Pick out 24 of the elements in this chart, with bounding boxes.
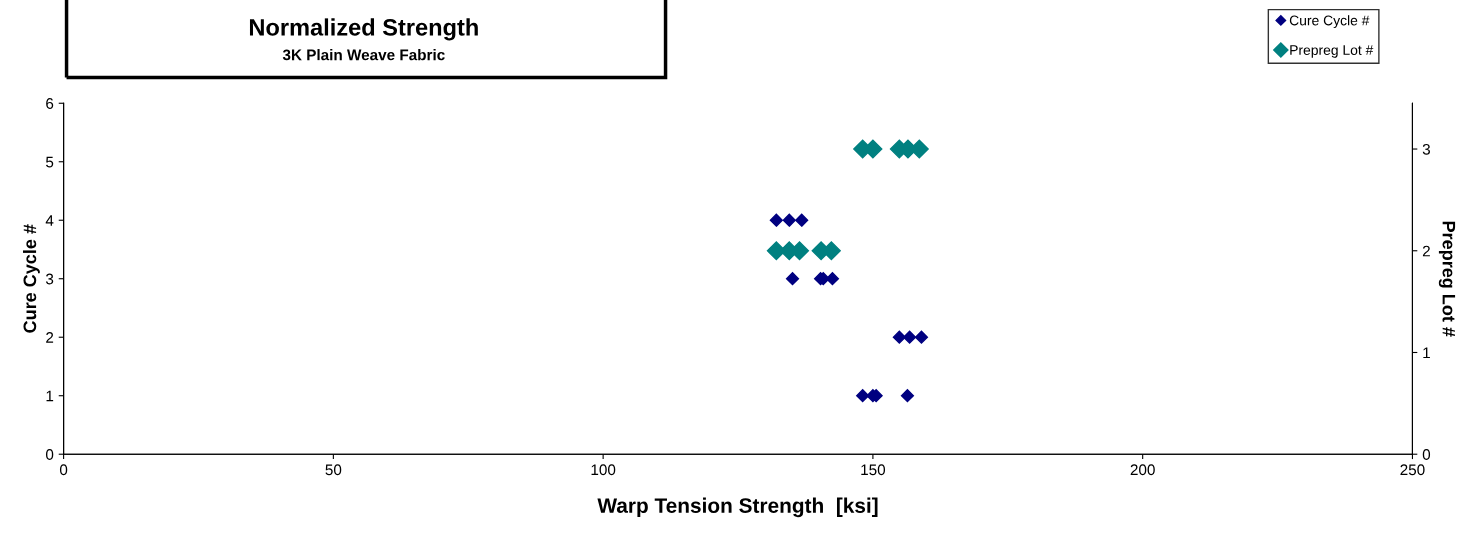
legend-label: Prepreg Lot # <box>1290 45 1374 58</box>
y-tick-label: 0 <box>45 449 54 460</box>
x-tick-label: 150 <box>861 464 886 476</box>
y-tick-label: 6 <box>46 98 54 109</box>
y-tick-label: 3 <box>45 273 54 285</box>
legend-label: Cure Cycle # <box>1289 15 1370 29</box>
y2-tick-label: 2 <box>1422 245 1430 257</box>
x-axis-title: Warp Tension Strength [ksi] <box>597 497 878 518</box>
y-axis-title: Cure Cycle # <box>22 224 40 333</box>
x-tick-label: 50 <box>325 464 342 476</box>
y-tick-label: 4 <box>45 215 54 226</box>
x-tick-label: 0 <box>59 464 68 476</box>
y2-axis-title: Prepreg Lot # <box>1438 221 1456 337</box>
y2-tick-label: 3 <box>1422 143 1430 155</box>
chart-subtitle: 3K Plain Weave Fabric <box>282 49 445 61</box>
y-tick-label: 1 <box>46 390 54 402</box>
x-tick-label: 250 <box>1400 464 1425 476</box>
y-tick-label: 5 <box>45 156 54 168</box>
x-tick-label: 200 <box>1130 464 1155 476</box>
y2-tick-label: 1 <box>1423 347 1430 359</box>
chart-title: Normalized Strength <box>249 18 478 41</box>
x-tick-label: 100 <box>591 464 616 476</box>
y2-tick-label: 0 <box>1422 449 1431 460</box>
y-tick-label: 2 <box>46 332 54 343</box>
